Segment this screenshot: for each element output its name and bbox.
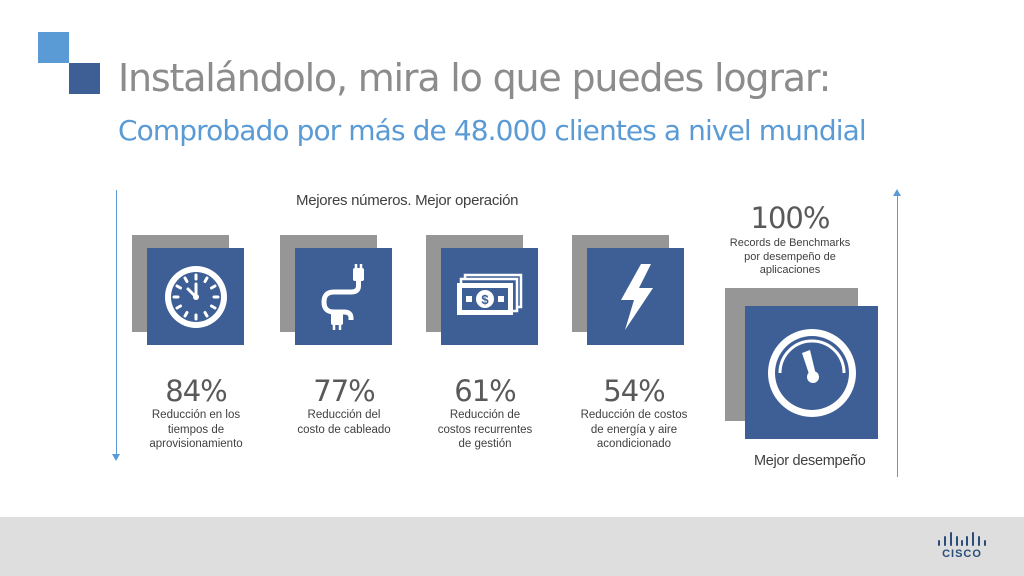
section-heading: Mejores números. Mejor operación	[296, 192, 519, 209]
logo-text: CISCO	[942, 548, 982, 560]
description-line: Records de Benchmarks	[729, 237, 851, 249]
cable-icon	[320, 263, 364, 330]
performance-value: 100%	[750, 201, 831, 235]
decor-square-dark	[69, 63, 100, 94]
description-line: Reducción en los	[151, 409, 241, 421]
description-line: de energía y aire	[590, 423, 678, 436]
description-line: Reducción de costos	[580, 409, 688, 421]
speedometer-icon	[767, 328, 856, 417]
card-tile: $	[441, 248, 538, 345]
metric-description: Reducción del costo de cableado	[259, 408, 429, 437]
performance-label: Mejor desempeño	[754, 453, 866, 469]
svg-text:$: $	[481, 292, 489, 307]
down-arrow-icon	[112, 454, 120, 461]
page-title: Instalándolo, mira lo que puedes lograr:	[118, 56, 831, 100]
description-line: aprovisionamiento	[149, 438, 243, 450]
description-line: costos recurrentes	[437, 423, 533, 436]
decor-square-light	[38, 32, 69, 63]
metric-card-cabling	[280, 235, 392, 347]
description-line: aplicaciones	[759, 264, 821, 276]
up-arrow-icon	[893, 189, 901, 196]
card-tile	[587, 248, 684, 345]
lightning-icon	[620, 263, 653, 330]
down-arrow-line	[116, 190, 117, 456]
card-tile	[295, 248, 392, 345]
footer-bar: CISCO	[0, 517, 1024, 576]
up-arrow-line	[897, 195, 898, 477]
metric-card-energy	[572, 235, 684, 347]
metric-value: 54%	[603, 374, 665, 408]
cisco-logo: CISCO	[936, 531, 988, 563]
performance-description: Records de Benchmarks por desempeño de a…	[705, 237, 875, 278]
description-line: por desempeño de	[744, 250, 836, 263]
description-line: tiempos de	[167, 423, 225, 436]
metric-value: 61%	[454, 374, 516, 408]
metric-value: 84%	[165, 374, 227, 408]
description-line: Reducción del	[307, 409, 381, 421]
performance-card-tile	[745, 306, 878, 439]
metric-description: Reducción de costos de energía y aire ac…	[549, 408, 719, 452]
description-line: Reducción de	[449, 409, 521, 421]
metric-card-provisioning	[132, 235, 244, 347]
metric-value: 77%	[313, 374, 375, 408]
description-line: de gestión	[458, 438, 512, 450]
clock-icon	[164, 265, 227, 328]
description-line: acondicionado	[596, 438, 672, 450]
page-subtitle: Comprobado por más de 48.000 clientes a …	[118, 114, 867, 147]
description-line: costo de cableado	[297, 423, 391, 436]
cisco-bars-icon	[938, 532, 986, 546]
metric-description: Reducción de costos recurrentes de gesti…	[400, 408, 570, 452]
money-icon: $	[456, 273, 522, 315]
card-tile	[147, 248, 244, 345]
metric-description: Reducción en los tiempos de aprovisionam…	[111, 408, 281, 452]
metric-card-management: $	[426, 235, 538, 347]
